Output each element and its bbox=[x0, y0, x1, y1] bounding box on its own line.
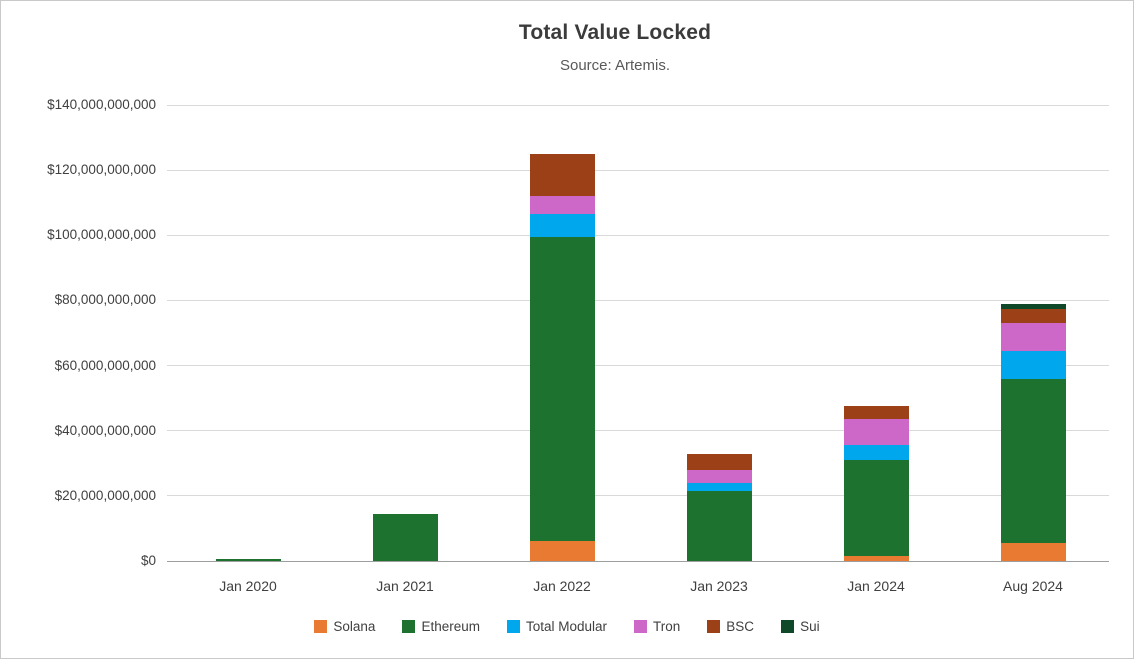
bar-segment-solana bbox=[843, 556, 909, 561]
grid-line bbox=[167, 299, 1109, 301]
bar-segment-ethereum bbox=[529, 236, 595, 542]
legend-label: Tron bbox=[653, 619, 681, 634]
y-tick-label: $100,000,000,000 bbox=[47, 227, 156, 243]
grid-line bbox=[167, 365, 1109, 367]
x-tick-label: Jan 2020 bbox=[219, 578, 277, 594]
legend-item-sui: Sui bbox=[781, 619, 820, 634]
bar-segment-ethereum bbox=[215, 559, 281, 561]
legend-label: Total Modular bbox=[525, 619, 608, 634]
legend-swatch-icon bbox=[402, 620, 416, 633]
legend: Solana Ethereum Total Modular Tron BSC Sui bbox=[1, 619, 1133, 634]
legend-item-solana: Solana bbox=[314, 619, 375, 634]
chart-title: Total Value Locked bbox=[518, 21, 712, 44]
bar-segment-bsc bbox=[686, 453, 752, 470]
bar-segment-solana bbox=[1000, 543, 1066, 561]
x-axis-line bbox=[167, 560, 1109, 562]
y-tick-label: $0 bbox=[140, 553, 156, 568]
grid-line bbox=[167, 104, 1109, 106]
legend-swatch-icon bbox=[506, 620, 520, 633]
bar-segment-bsc bbox=[529, 153, 595, 197]
legend-item-total-modular: Total Modular bbox=[506, 619, 608, 634]
x-tick-label: Jan 2023 bbox=[690, 578, 748, 594]
legend-item-tron: Tron bbox=[634, 619, 680, 634]
x-tick-label: Jan 2022 bbox=[533, 578, 591, 594]
bar-segment-tron bbox=[1000, 323, 1066, 351]
y-tick-label: $20,000,000,000 bbox=[54, 487, 156, 503]
grid-line bbox=[167, 430, 1109, 432]
bar-segment-total-modular bbox=[1000, 350, 1066, 379]
x-tick-label: Jan 2024 bbox=[847, 578, 905, 594]
y-tick-label: $80,000,000,000 bbox=[54, 292, 156, 308]
bar-segment-ethereum bbox=[686, 490, 752, 561]
bar-segment-sui bbox=[1000, 303, 1066, 309]
bar-segment-bsc bbox=[843, 406, 909, 420]
legend-swatch-icon bbox=[781, 620, 795, 633]
legend-label: Solana bbox=[333, 619, 376, 634]
x-tick-label: Aug 2024 bbox=[1003, 578, 1063, 594]
y-tick-label: $140,000,000,000 bbox=[47, 97, 156, 112]
grid-line bbox=[167, 495, 1109, 497]
bar-segment-tron bbox=[529, 196, 595, 215]
y-tick-label: $60,000,000,000 bbox=[54, 357, 156, 373]
legend-label: BSC bbox=[726, 619, 755, 634]
bar-segment-total-modular bbox=[529, 214, 595, 237]
legend-swatch-icon bbox=[707, 620, 721, 633]
bar-segment-total-modular bbox=[843, 445, 909, 461]
bar-segment-tron bbox=[686, 469, 752, 483]
legend-label: Ethereum bbox=[421, 619, 480, 634]
grid-line bbox=[167, 169, 1109, 171]
legend-item-ethereum: Ethereum bbox=[402, 619, 480, 634]
bar-segment-total-modular bbox=[686, 482, 752, 491]
bar-segment-solana bbox=[529, 541, 595, 561]
legend-item-bsc: BSC bbox=[707, 619, 754, 634]
chart-subtitle: Source: Artemis. bbox=[559, 57, 671, 74]
y-tick-label: $40,000,000,000 bbox=[54, 422, 156, 438]
legend-label: Sui bbox=[800, 619, 820, 634]
y-tick-label: $120,000,000,000 bbox=[47, 162, 156, 178]
grid-line bbox=[167, 234, 1109, 236]
bar-segment-ethereum bbox=[372, 513, 438, 561]
bar-segment-ethereum bbox=[843, 460, 909, 557]
bar-segment-bsc bbox=[1000, 308, 1066, 324]
x-tick-label: Jan 2021 bbox=[376, 578, 434, 594]
legend-swatch-icon bbox=[634, 620, 648, 633]
legend-swatch-icon bbox=[314, 620, 328, 633]
bar-segment-ethereum bbox=[1000, 378, 1066, 544]
bar-segment-tron bbox=[843, 419, 909, 446]
